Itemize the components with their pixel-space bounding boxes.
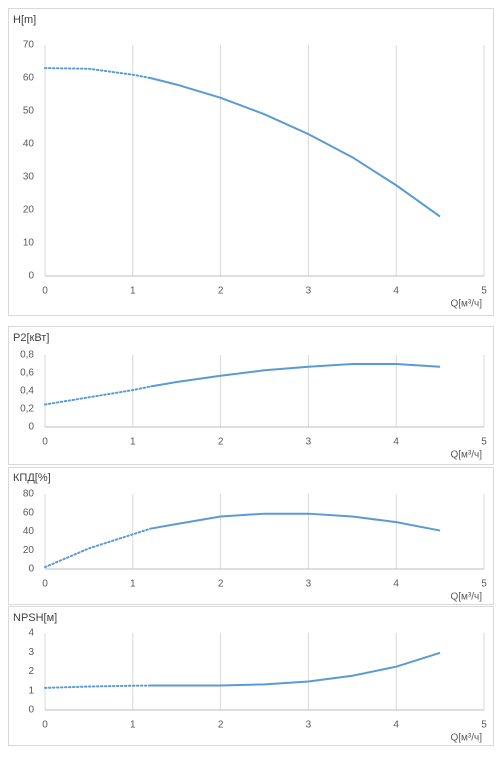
dotted-line (44, 385, 152, 406)
chart-frame (8, 467, 494, 605)
chart-title: КПД[%] (13, 472, 51, 484)
chart-title: H[m] (13, 14, 36, 26)
x-tick-label: 0 (42, 286, 48, 297)
x-tick-label: 1 (130, 437, 136, 448)
line (150, 363, 441, 388)
y-tick-label: 60 (23, 73, 35, 84)
y-tick-label: 40 (23, 139, 35, 150)
dotted-line (44, 684, 152, 689)
y-tick-label: 1 (28, 685, 34, 696)
y-tick-label: 4 (28, 628, 34, 639)
x-tick-label: 4 (393, 286, 399, 297)
y-tick-label: 2 (28, 666, 34, 677)
x-axis-label: Q[м³/ч] (450, 592, 482, 603)
y-tick-label: 20 (23, 205, 35, 216)
x-tick-label: 5 (481, 286, 487, 297)
x-tick-label: 5 (481, 437, 487, 448)
line (150, 651, 441, 687)
chart-title: P2[кВт] (13, 332, 49, 344)
y-tick-label: 0 (28, 705, 34, 716)
x-tick-label: 3 (306, 437, 312, 448)
x-tick-label: 2 (218, 579, 224, 590)
x-tick-label: 0 (42, 437, 48, 448)
y-tick-label: 0,2 (20, 404, 34, 415)
x-tick-label: 1 (130, 720, 136, 731)
chart-title: NPSH[м] (13, 612, 57, 624)
x-tick-label: 5 (481, 579, 487, 590)
y-tick-label: 0,6 (20, 368, 34, 379)
y-tick-label: 0,8 (20, 350, 34, 361)
x-tick-label: 2 (218, 437, 224, 448)
y-tick-label: 0 (28, 564, 34, 575)
x-tick-label: 0 (42, 720, 48, 731)
y-tick-label: 40 (23, 526, 35, 537)
x-tick-label: 2 (218, 720, 224, 731)
x-axis-label: Q[м³/ч] (450, 450, 482, 461)
x-tick-label: 1 (130, 579, 136, 590)
line (150, 512, 441, 532)
y-tick-label: 3 (28, 647, 34, 658)
x-tick-label: 0 (42, 579, 48, 590)
chart-frame (8, 8, 494, 316)
x-tick-label: 3 (306, 579, 312, 590)
x-tick-label: 3 (306, 286, 312, 297)
x-tick-label: 5 (481, 720, 487, 731)
y-tick-label: 60 (23, 507, 35, 518)
chart-frame (8, 326, 494, 465)
y-tick-label: 50 (23, 106, 35, 117)
x-tick-label: 4 (393, 579, 399, 590)
dotted-line (44, 527, 152, 569)
x-tick-label: 4 (393, 437, 399, 448)
x-tick-label: 4 (393, 720, 399, 731)
y-tick-label: 80 (23, 489, 35, 500)
x-tick-label: 3 (306, 720, 312, 731)
x-tick-label: 1 (130, 286, 136, 297)
y-tick-label: 10 (23, 238, 35, 249)
y-tick-label: 0,4 (20, 386, 34, 397)
dotted-line (44, 67, 152, 79)
x-axis-label: Q[м³/ч] (450, 733, 482, 744)
y-tick-label: 70 (23, 40, 35, 51)
y-tick-label: 0 (28, 422, 34, 433)
x-axis-label: Q[м³/ч] (450, 299, 482, 310)
line (150, 77, 441, 218)
y-tick-label: 30 (23, 172, 35, 183)
y-tick-label: 20 (23, 545, 35, 556)
chart-frame (8, 606, 494, 746)
y-tick-label: 0 (28, 271, 34, 282)
x-tick-label: 2 (218, 286, 224, 297)
